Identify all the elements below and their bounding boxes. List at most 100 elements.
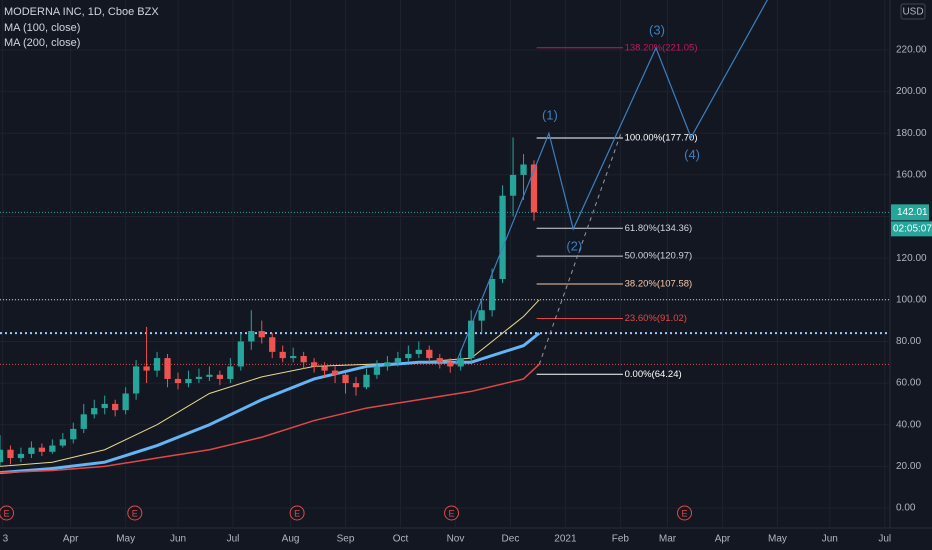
y-tick-label: 0.00 [896,503,916,514]
x-tick-label: Jun [822,534,838,545]
y-tick-label: 80.00 [896,336,921,347]
y-tick-label: 220.00 [896,45,927,56]
fib-label: 50.00%(120.97) [625,251,693,262]
event-marker[interactable] [0,505,15,521]
x-tick-label: Feb [612,534,630,545]
candle-body [509,174,517,196]
event-label: E [449,508,455,518]
candle-body [488,278,496,311]
event-marker[interactable] [444,505,460,521]
candle-body [352,383,360,388]
candle-body [49,445,56,452]
x-tick-label: Apr [63,534,79,545]
x-tick-label: Mar [659,534,677,545]
candle-body [28,447,35,454]
x-tick-label: 3 [3,534,9,545]
candle-body [300,356,307,363]
candle-body [153,358,161,371]
x-tick-label: Jun [170,534,186,545]
candle-body [520,164,527,175]
fib-label: 100.00%(177.70) [625,133,698,144]
candle-body [91,408,98,415]
candle-body [59,439,66,446]
legend: MODERNA INC, 1D, Cboe BZX MA (100, close… [4,6,159,49]
event-marker[interactable] [289,505,305,521]
candle-body [331,370,339,375]
fib-label: 38.20%(107.58) [625,279,693,290]
candle-body [384,362,391,367]
candle-body [468,320,475,359]
x-tick-label: Oct [393,534,409,545]
fib-label: 138.20%(221.05) [625,42,698,53]
event-label: E [682,508,688,518]
candle-body [447,362,454,367]
candle-body [363,374,370,388]
event-label: E [294,508,300,518]
candle-body [290,356,297,359]
candle-body [7,449,14,459]
moving-average [0,299,540,467]
candle-body [80,414,87,429]
event-marker[interactable] [677,505,693,521]
wave-label: (4) [684,147,700,162]
legend-entry: MA (200, close) [4,37,80,49]
candle-body [132,366,140,394]
candle-body [478,310,485,321]
candle-body [101,403,108,409]
y-tick-label: 60.00 [896,378,921,389]
wave-label: (3) [649,22,665,37]
candle-body [122,393,129,411]
fib-label: 23.60%(91.02) [625,313,687,324]
x-tick-label: Sep [337,534,355,545]
wave-label: (1) [542,108,558,123]
candle-body [143,366,150,371]
candle-body [216,374,224,379]
y-tick-label: 40.00 [896,419,921,430]
y-tick-label: 180.00 [896,128,927,139]
candle-body [227,366,234,379]
candle-body [405,353,412,359]
candle-body [174,378,182,384]
candle-body [0,449,4,463]
plot: 138.20%(221.05) 100.00%(177.70) 61.80%(134… [0,0,890,528]
currency-box[interactable] [900,3,926,20]
candle-body [499,195,506,279]
candle-body [237,341,244,367]
x-tick-label: Jul [227,534,240,545]
fib-label: 61.80%(134.36) [625,223,693,234]
x-tick-label: May [116,534,135,545]
candle-body [530,164,538,213]
event-marker[interactable] [127,505,143,521]
candle-body [269,337,276,352]
elliott-wave [454,0,768,365]
candle-body [457,358,464,367]
moving-average [0,331,541,475]
currency[interactable]: USD [902,7,923,18]
candle-body [310,362,318,367]
candle-body [415,349,422,354]
candle-body [38,447,46,452]
y-tick-label: 120.00 [896,253,927,264]
candle-body [373,366,381,375]
candle-body [394,358,402,363]
y-tick-label: 100.00 [896,294,927,305]
y-tick-label: 160.00 [896,170,927,181]
candle-body [164,358,171,379]
x-tick-label: Apr [715,534,731,545]
x-tick-label: Jul [878,534,891,545]
symbol-title: MODERNA INC, 1D, Cboe BZX [4,6,159,18]
candle-body [342,374,349,384]
candle-body [70,428,77,440]
candle-body [279,351,286,359]
countdown: 02:05:07 [893,223,932,234]
legend-entry: MA (100, close) [4,22,80,34]
x-tick-label: May [768,534,787,545]
candle-body [185,378,192,384]
candle-body [426,349,433,359]
candle-body [321,366,328,371]
candle-body [436,358,443,363]
x-tick-label: Aug [282,534,300,545]
event-label: E [132,508,138,518]
